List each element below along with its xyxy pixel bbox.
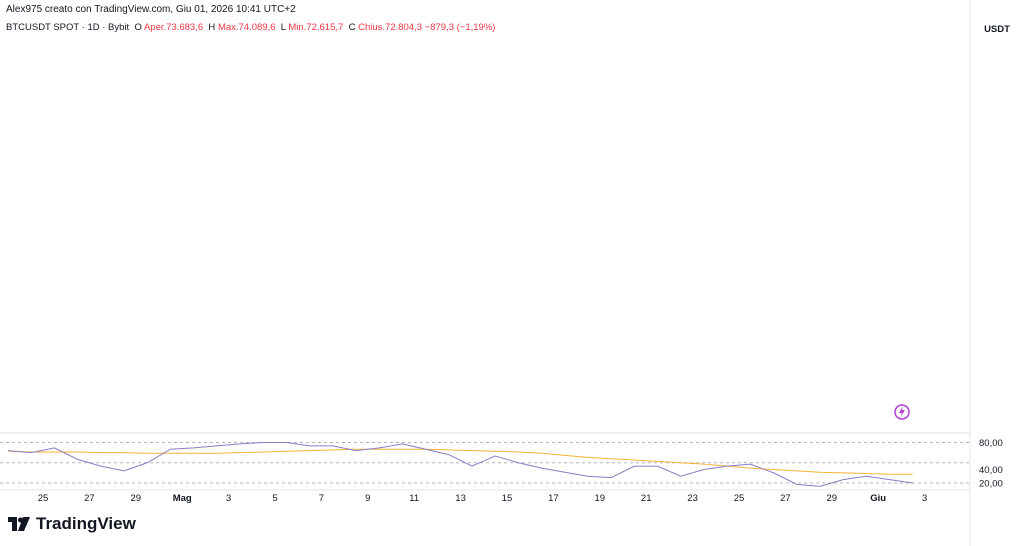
close-label: C (348, 22, 356, 33)
x-tick-label: 7 (319, 493, 324, 504)
x-tick-label: 25 (38, 493, 49, 504)
x-tick-label: 27 (84, 493, 95, 504)
osc-tick-label: 40,00 (979, 465, 1003, 476)
osc-tick-label: 20,00 (979, 479, 1003, 490)
close-value: Chius.72.804,3 (358, 22, 423, 33)
x-tick-label: 29 (131, 493, 142, 504)
x-tick-label: 19 (595, 493, 606, 504)
open-value: Aper.73.683,6 (143, 22, 204, 33)
oscillator-signal-line (7, 448, 913, 475)
high-value: Max.74.089,6 (217, 22, 276, 33)
symbol-label[interactable]: BTCUSDT SPOT · 1D · Bybit (6, 22, 130, 33)
x-tick-label: Mag (173, 493, 192, 504)
x-tick-label: 25 (734, 493, 745, 504)
currency-label: USDT (984, 24, 1010, 35)
high-label: H (208, 22, 216, 33)
x-tick-label: 13 (455, 493, 466, 504)
x-tick-label: 23 (687, 493, 698, 504)
chart-credit: Alex975 creato con TradingView.com, Giu … (6, 4, 296, 15)
x-tick-label: Giu (870, 493, 886, 504)
lightning-icon (899, 406, 905, 418)
x-tick-label: 29 (827, 493, 838, 504)
x-tick-label: 27 (780, 493, 791, 504)
x-tick-label: 3 (922, 493, 927, 504)
change-value: −879,3 (−1,19%) (424, 22, 496, 33)
x-tick-label: 17 (548, 493, 559, 504)
tradingview-logo[interactable]: TradingView (8, 514, 136, 534)
oscillator-line (7, 442, 913, 487)
x-tick-label: 15 (502, 493, 513, 504)
ohlc-legend: BTCUSDT SPOT · 1D · Bybit O Aper.73.683,… (6, 22, 495, 33)
x-tick-label: 11 (409, 493, 419, 504)
x-tick-label: 5 (272, 493, 277, 504)
x-tick-label: 21 (641, 493, 652, 504)
open-label: O (134, 22, 142, 33)
low-label: L (280, 22, 286, 33)
tradingview-logo-icon (8, 517, 30, 531)
osc-tick-label: 80,00 (979, 438, 1003, 449)
low-value: Min.72.615,7 (288, 22, 344, 33)
x-tick-label: 9 (365, 493, 370, 504)
lightning-icon-ring (894, 404, 910, 420)
x-tick-label: 3 (226, 493, 231, 504)
